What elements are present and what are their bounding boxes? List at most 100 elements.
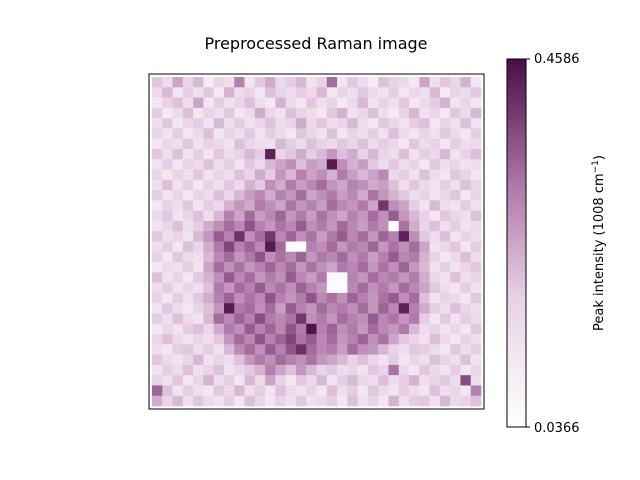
heatmap-cell [450, 354, 461, 366]
heatmap-cell [378, 87, 389, 98]
heatmap-cell [254, 231, 266, 242]
heatmap-cell [223, 128, 235, 139]
heatmap-cell [439, 364, 451, 376]
heatmap-cell [182, 344, 194, 355]
heatmap-cell [367, 200, 379, 211]
heatmap-cell [357, 344, 369, 355]
heatmap-cell [152, 97, 163, 109]
heatmap-cell [213, 262, 225, 273]
heatmap-cell [316, 87, 328, 98]
heatmap-cell [337, 169, 348, 181]
heatmap-cell [378, 210, 389, 222]
heatmap-cell [295, 118, 307, 129]
heatmap-cell [439, 118, 451, 129]
heatmap-cell [439, 262, 451, 273]
heatmap-cell [244, 344, 256, 355]
heatmap-cell [254, 385, 266, 397]
heatmap-cell [316, 334, 328, 345]
heatmap-cell [439, 375, 451, 386]
heatmap-cell [162, 87, 173, 98]
heatmap-cell [419, 220, 430, 232]
heatmap-cell [419, 169, 430, 181]
heatmap-cell [193, 364, 204, 376]
heatmap-cell [429, 323, 441, 335]
heatmap-cell [316, 179, 328, 191]
heatmap-cell [223, 190, 235, 201]
heatmap-cell [450, 375, 461, 386]
heatmap-cell [409, 272, 420, 283]
heatmap-cell [326, 385, 338, 397]
heatmap-cell [419, 334, 430, 345]
heatmap-cell [203, 272, 214, 283]
heatmap-cell [213, 385, 225, 397]
heatmap-cell [285, 241, 297, 253]
heatmap-cell [203, 107, 214, 119]
heatmap-cell [275, 118, 286, 129]
heatmap-cell [234, 179, 245, 191]
heatmap-cell [223, 138, 235, 150]
heatmap-cell [460, 169, 472, 181]
heatmap-cell [429, 334, 441, 345]
heatmap-cell [460, 190, 472, 201]
heatmap-cell [460, 375, 472, 386]
heatmap-cell [285, 107, 297, 119]
heatmap-cell [337, 262, 348, 273]
heatmap-cell [234, 231, 245, 242]
heatmap-cell [203, 282, 214, 294]
heatmap-cell [470, 303, 482, 314]
heatmap-cell [419, 107, 430, 119]
heatmap-cell [285, 354, 297, 366]
heatmap-cell [419, 231, 430, 242]
heatmap-cell [223, 385, 235, 397]
heatmap-cell [162, 77, 173, 88]
heatmap-cell [347, 107, 358, 119]
heatmap-cell [285, 251, 297, 263]
heatmap-cell [162, 395, 173, 407]
heatmap-cell [234, 159, 245, 170]
heatmap-cell [223, 313, 235, 325]
heatmap-cell [326, 354, 338, 366]
heatmap-cell [265, 292, 276, 304]
heatmap-cell [182, 169, 194, 181]
heatmap-cell [419, 272, 430, 283]
heatmap-cell [193, 354, 204, 366]
heatmap-cell [254, 395, 266, 407]
heatmap-cell [193, 282, 204, 294]
heatmap-cell [367, 282, 379, 294]
heatmap-cell [419, 241, 430, 253]
heatmap-cell [152, 200, 163, 211]
heatmap-cell [337, 148, 348, 160]
heatmap-cell [152, 169, 163, 181]
heatmap-cell [244, 241, 256, 253]
heatmap-cell [439, 231, 451, 242]
heatmap-cell [419, 97, 430, 109]
heatmap-cell [326, 282, 338, 294]
heatmap-cell [470, 200, 482, 211]
heatmap-cell [275, 138, 286, 150]
heatmap-cell [388, 179, 400, 191]
heatmap-cell [213, 231, 225, 242]
heatmap-cell [152, 262, 163, 273]
heatmap-cell [367, 97, 379, 109]
heatmap-cell [265, 262, 276, 273]
heatmap-cell [460, 210, 472, 222]
heatmap-cell [347, 364, 358, 376]
heatmap-cell [388, 231, 400, 242]
heatmap-cell [398, 148, 410, 160]
heatmap-frame [148, 73, 485, 410]
heatmap-cell [193, 118, 204, 129]
heatmap-cell [337, 385, 348, 397]
heatmap-cell [316, 220, 328, 232]
heatmap-cell [439, 292, 451, 304]
heatmap-cell [295, 169, 307, 181]
heatmap-cell [152, 292, 163, 304]
heatmap-cell [265, 354, 276, 366]
heatmap-cell [182, 138, 194, 150]
heatmap-cell [234, 241, 245, 253]
heatmap-cell [295, 272, 307, 283]
heatmap-cell [172, 375, 184, 386]
heatmap-cell [326, 148, 338, 160]
heatmap-cell [182, 231, 194, 242]
heatmap-cell [182, 97, 194, 109]
heatmap-cell [450, 334, 461, 345]
